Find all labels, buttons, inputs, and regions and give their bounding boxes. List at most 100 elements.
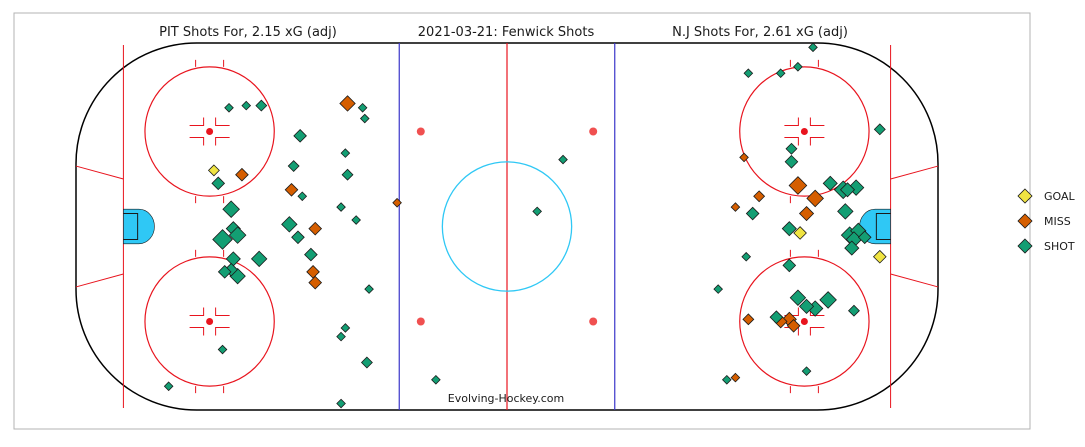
shot-point (336, 331, 346, 342)
shot-point (782, 258, 797, 273)
shot-point (721, 374, 732, 385)
miss-point (798, 205, 815, 222)
shot-point (224, 102, 234, 113)
faceoff-hash (809, 137, 825, 146)
left-trapezoid-line (75, 165, 124, 180)
faceoff-hash (784, 137, 799, 146)
miss-point (284, 182, 299, 197)
shot-point (839, 182, 856, 198)
goal-point (207, 164, 220, 177)
shot-point (340, 148, 351, 158)
shot-point (713, 284, 724, 294)
shot-points (163, 42, 887, 409)
shot-point (336, 202, 346, 212)
faceoff-hash (809, 326, 825, 336)
faceoff-hash (215, 137, 230, 146)
miss-point (806, 189, 824, 208)
legend-key-shot (1017, 238, 1033, 254)
shot-point (857, 230, 872, 245)
neutral-faceoff-dot (589, 317, 598, 326)
chart-title: 2021-03-21: Fenwick Shots (418, 25, 595, 40)
legend-key-goal (1017, 188, 1033, 204)
left-goal-crease (123, 208, 155, 245)
shot-point (212, 229, 233, 250)
legend: GOAL MISS SHOT (1017, 188, 1076, 254)
shot-point (789, 289, 807, 306)
shot-point (341, 168, 354, 181)
legend-label-miss: MISS (1044, 215, 1071, 228)
shot-point (848, 304, 860, 317)
faceoff-dot (800, 317, 808, 325)
miss-point (392, 197, 402, 208)
legend-label-shot: SHOT (1044, 240, 1075, 253)
shot-point (873, 123, 886, 136)
faceoff-dot (206, 128, 214, 136)
shot-point (741, 251, 752, 262)
miss-point (786, 318, 801, 333)
faceoff-hash (215, 307, 230, 316)
shot-point (291, 230, 305, 245)
shot-point (287, 160, 300, 173)
miss-point (308, 221, 323, 236)
shot-point (781, 221, 797, 237)
shot-point (357, 102, 368, 113)
rink (75, 42, 939, 411)
miss-point (788, 176, 808, 195)
credit-text: Evolving-Hockey.com (448, 392, 564, 405)
faceoff-hash (784, 117, 799, 127)
shot-point (340, 323, 351, 333)
shot-point (293, 129, 307, 143)
shot-point (837, 203, 854, 220)
shot-point (336, 398, 346, 409)
shot-point (793, 61, 803, 72)
shot-point (241, 100, 252, 111)
shot-point (785, 142, 798, 155)
left-goal-net (123, 213, 139, 240)
faceoff-circle (739, 66, 870, 197)
right-goal-net (875, 213, 891, 240)
miss-point (730, 202, 741, 212)
faceoff-circle (144, 66, 275, 197)
miss-point (339, 95, 356, 112)
shot-point (359, 113, 370, 124)
neutral-faceoff-dot (416, 317, 425, 326)
center-circle (441, 161, 573, 292)
faceoff-dot (800, 128, 808, 136)
miss-point (739, 152, 749, 163)
shot-point (819, 291, 837, 309)
faceoff-hash (215, 326, 230, 336)
shot-point (281, 216, 298, 233)
shot-point (364, 284, 374, 294)
shot-point (844, 240, 860, 256)
shot-point (743, 68, 754, 79)
shot-point (775, 68, 786, 79)
shot-point (255, 99, 268, 112)
shot-point (798, 298, 815, 314)
miss-point (308, 275, 323, 290)
shot-point (532, 206, 542, 217)
neutral-faceoff-dot (416, 127, 425, 136)
neutral-faceoff-dot (589, 127, 598, 136)
shot-point (558, 154, 568, 165)
goal-point (793, 226, 807, 240)
shot-point (217, 344, 228, 355)
shot-point (769, 310, 784, 324)
shot-point (297, 191, 308, 202)
legend-label-goal: GOAL (1044, 190, 1076, 203)
faceoff-hash (189, 307, 205, 316)
faceoff-circle (144, 256, 275, 387)
faceoff-circle (739, 256, 870, 387)
right-team-header: N.J Shots For, 2.61 xG (adj) (672, 25, 848, 40)
shot-point (360, 356, 373, 369)
right-trapezoid-line (890, 273, 939, 288)
shot-point (431, 374, 441, 385)
shot-point (822, 175, 838, 191)
faceoff-hash (189, 326, 205, 336)
miss-point (235, 167, 249, 182)
faceoff-dot (206, 317, 214, 325)
left-trapezoid-line (75, 273, 124, 288)
shot-point (222, 200, 240, 219)
left-team-header: PIT Shots For, 2.15 xG (adj) (159, 25, 337, 40)
